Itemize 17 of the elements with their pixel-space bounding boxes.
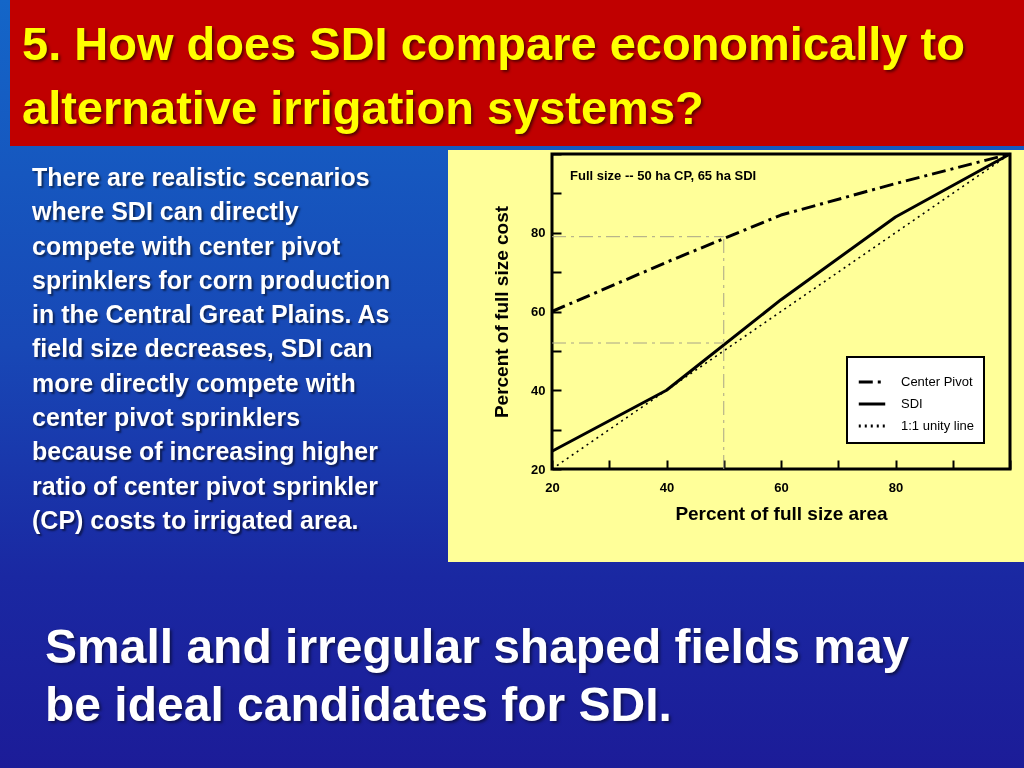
x-tick-label: 40 [659,479,675,495]
y-axis-title: Percent of full size cost [491,205,513,419]
text: There are realistic scenarios where SDI can directly compete with center pivot sprinklers for corn production in the Central Great Plains. As field size decreases, SDI can more directly compete with center pivot sprinklers because of increasing higher ratio of center pivot sprinkler (CP) costs to irrigated area. [32,163,391,534]
x-tick-label: 20 [545,479,560,495]
y-tick-label: 80 [531,225,546,241]
y-tick-label: 60 [531,304,546,319]
legend-label: 1:1 unity line [901,418,974,433]
x-tick-label: 80 [888,479,904,495]
x-tick-label: 60 [774,479,789,495]
legend-label: Center Pivot [901,374,973,389]
text: Small and irregular shaped fields may be ideal candidates for SDI. [45,619,911,733]
legend-label: SDI [901,396,923,411]
y-tick-label: 40 [531,382,546,398]
x-axis-title: Percent of full size area [675,502,889,524]
chart-title: 5. How does SDI compare economically to alternative irrigation systems? [22,16,966,136]
y-tick-label: 20 [531,461,546,477]
annotation: Full size -- 50 ha CP, 65 ha SDI [570,168,757,183]
